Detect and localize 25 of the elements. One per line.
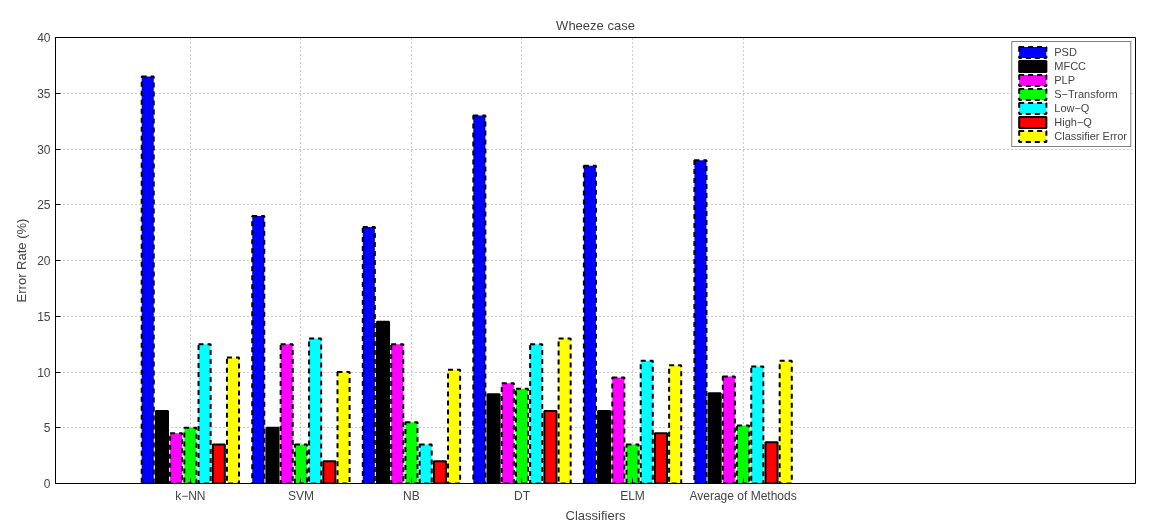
y-tick-label: 20 xyxy=(37,254,51,268)
legend-label: PLP xyxy=(1054,73,1076,87)
y-tick-label: 40 xyxy=(37,31,51,45)
x-tick-label: Average of Methods xyxy=(689,488,797,503)
y-tick-label: 0 xyxy=(43,477,51,491)
y-tick-label: 35 xyxy=(37,86,51,101)
y-tick-label: 5 xyxy=(43,421,51,436)
legend-label: Low−Q xyxy=(1054,101,1090,115)
legend-label: PSD xyxy=(1054,45,1077,59)
x-tick-label: SVM xyxy=(287,488,314,503)
y-tick-label: 25 xyxy=(37,198,51,213)
legend-label: MFCC xyxy=(1054,59,1087,73)
x-axis-title: Classifiers xyxy=(565,507,626,523)
legend-label: High−Q xyxy=(1054,115,1092,129)
legend-label: Classifier Error xyxy=(1054,129,1127,143)
x-tick-label: ELM xyxy=(620,488,645,503)
y-tick-label: 15 xyxy=(37,309,51,324)
legend-label: S−Transform xyxy=(1054,87,1118,101)
y-tick-label: 30 xyxy=(37,142,51,157)
y-tick-label: 10 xyxy=(37,365,51,380)
y-axis-title: Error Rate (%) xyxy=(14,218,30,303)
x-tick-label: k−NN xyxy=(175,488,206,503)
x-tick-label: DT xyxy=(513,488,531,503)
x-tick-label: NB xyxy=(403,488,420,503)
chart-title: Wheeze case xyxy=(556,17,635,33)
